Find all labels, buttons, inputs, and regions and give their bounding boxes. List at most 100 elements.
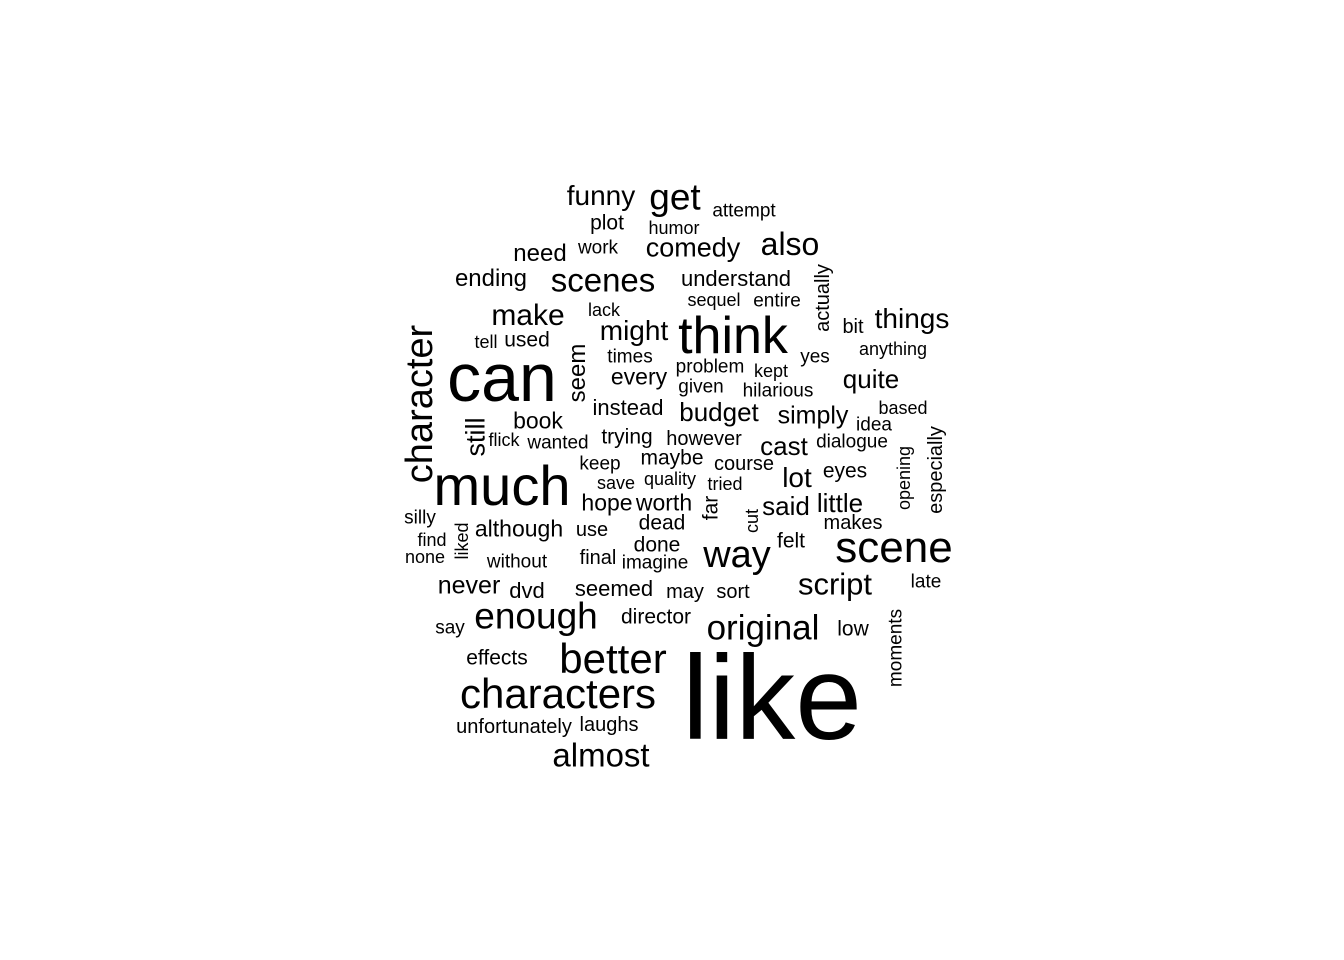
- word-bit: bit: [842, 316, 864, 338]
- word-quality: quality: [643, 469, 697, 489]
- word-used: used: [504, 328, 550, 352]
- word-laughs: laughs: [579, 714, 639, 736]
- word-sort: sort: [716, 581, 750, 603]
- word-felt: felt: [776, 529, 806, 553]
- word-eyes: eyes: [822, 459, 868, 483]
- word-use: use: [575, 519, 609, 541]
- word-think: think: [678, 307, 788, 365]
- word-silly: silly: [404, 507, 436, 529]
- word-also: also: [760, 226, 820, 262]
- word-funny: funny: [566, 180, 636, 211]
- word-every: every: [610, 363, 668, 390]
- word-cut: cut: [742, 508, 762, 534]
- word-might: might: [599, 315, 669, 346]
- word-course: course: [713, 453, 775, 475]
- word-may: may: [666, 581, 704, 603]
- word-trying: trying: [601, 425, 653, 449]
- word-instead: instead: [592, 395, 664, 420]
- word-although: although: [474, 515, 564, 542]
- word-maybe: maybe: [640, 446, 704, 470]
- word-director: director: [620, 605, 692, 629]
- word-late: late: [910, 571, 942, 593]
- word-problem: problem: [675, 356, 745, 378]
- word-characters: characters: [459, 670, 657, 717]
- word-done: done: [633, 533, 681, 557]
- word-find: find: [417, 530, 447, 550]
- word-make: make: [491, 299, 565, 332]
- word-effects: effects: [466, 646, 528, 670]
- word-scene: scene: [835, 523, 953, 572]
- word-can: can: [447, 340, 557, 416]
- word-far: far: [699, 495, 723, 521]
- word-opening: opening: [894, 445, 914, 511]
- word-comedy: comedy: [645, 232, 741, 263]
- word-cast: cast: [760, 431, 808, 461]
- word-dvd: dvd: [509, 578, 545, 603]
- word-imagine: imagine: [621, 552, 689, 574]
- word-plot: plot: [590, 211, 624, 235]
- word-book: book: [513, 407, 563, 434]
- word-hope: hope: [581, 489, 633, 516]
- word-kept: kept: [753, 361, 789, 381]
- word-get: get: [649, 176, 701, 218]
- word-script: script: [797, 566, 873, 602]
- word-lack: lack: [587, 300, 621, 320]
- word-anything: anything: [858, 339, 928, 359]
- word-budget: budget: [679, 397, 759, 427]
- word-times: times: [607, 346, 653, 368]
- word-like: like: [681, 631, 863, 765]
- word-original: original: [706, 608, 820, 648]
- word-liked: liked: [452, 522, 472, 560]
- word-none: none: [404, 547, 446, 567]
- word-still: still: [460, 417, 491, 457]
- word-actually: actually: [812, 264, 834, 332]
- word-quite: quite: [842, 364, 900, 394]
- word-attempt: attempt: [712, 200, 776, 222]
- word-keep: keep: [579, 453, 621, 475]
- word-low: low: [837, 617, 869, 641]
- word-sequel: sequel: [687, 290, 741, 310]
- word-humor: humor: [648, 218, 700, 238]
- word-save: save: [596, 473, 636, 493]
- word-character: character: [399, 324, 441, 484]
- word-almost: almost: [552, 736, 650, 774]
- word-enough: enough: [474, 595, 598, 637]
- word-without: without: [486, 551, 548, 573]
- word-work: work: [577, 237, 619, 259]
- word-never: never: [437, 571, 501, 600]
- word-understand: understand: [680, 266, 792, 291]
- word-ending: ending: [454, 265, 528, 292]
- word-given: given: [678, 376, 724, 398]
- word-better: better: [559, 635, 667, 682]
- word-way: way: [703, 534, 771, 576]
- word-need: need: [513, 240, 567, 267]
- word-moments: moments: [885, 608, 907, 688]
- word-scenes: scenes: [550, 261, 656, 299]
- word-simply: simply: [777, 401, 849, 430]
- word-flick: flick: [488, 430, 520, 450]
- word-yes: yes: [800, 346, 830, 368]
- word-hilarious: hilarious: [742, 380, 814, 402]
- word-final: final: [579, 547, 617, 569]
- word-much: much: [433, 454, 571, 517]
- word-unfortunately: unfortunately: [456, 716, 572, 738]
- word-little: little: [816, 488, 864, 518]
- word-tried: tried: [707, 474, 743, 494]
- word-seem: seem: [564, 343, 591, 403]
- word-however: however: [666, 428, 742, 450]
- word-tell: tell: [474, 332, 498, 352]
- word-lot: lot: [782, 462, 812, 493]
- word-makes: makes: [823, 512, 883, 534]
- word-said: said: [762, 491, 810, 521]
- word-dialogue: dialogue: [816, 431, 888, 453]
- word-especially: especially: [925, 426, 947, 514]
- word-idea: idea: [856, 414, 892, 436]
- word-say: say: [435, 617, 465, 639]
- word-entire: entire: [753, 290, 801, 312]
- word-worth: worth: [635, 489, 693, 516]
- word-based: based: [878, 398, 928, 418]
- word-seemed: seemed: [574, 576, 654, 601]
- word-wanted: wanted: [527, 432, 589, 454]
- word-dead: dead: [638, 511, 686, 535]
